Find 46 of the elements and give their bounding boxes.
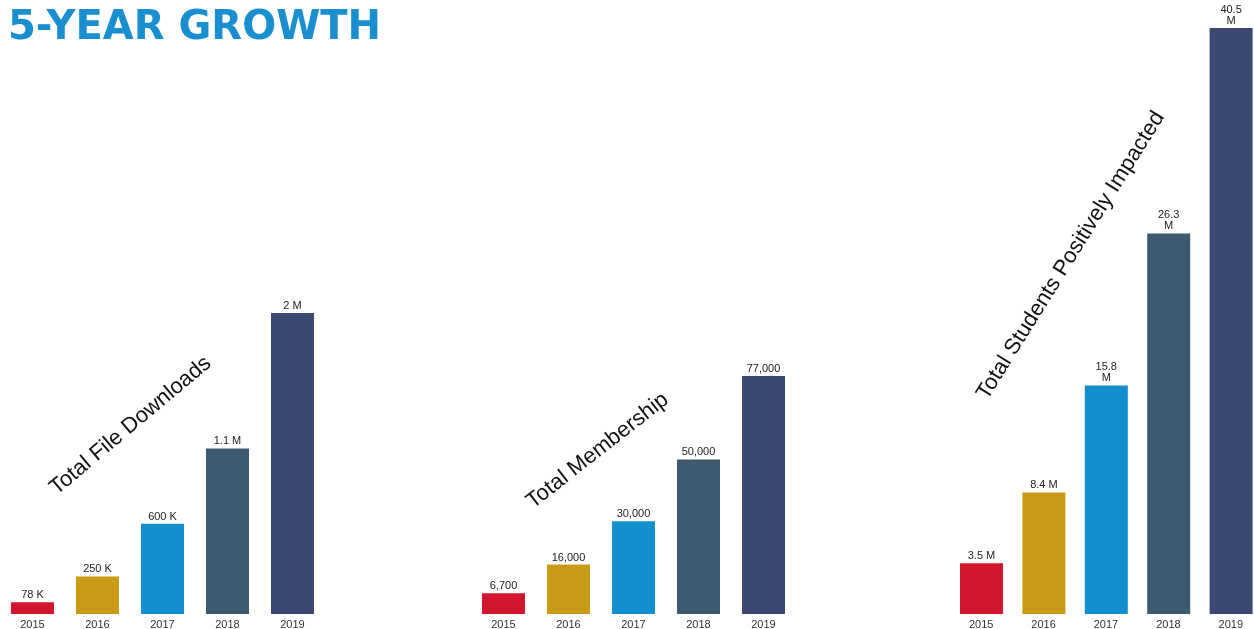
- bar: [141, 523, 184, 614]
- bar: [677, 459, 720, 614]
- bar: [1022, 492, 1066, 614]
- bar: [76, 576, 119, 614]
- x-tick-label: 2017: [150, 617, 175, 629]
- bar: [482, 593, 525, 614]
- bar: [742, 376, 785, 614]
- data-label: 3.5 M: [967, 549, 996, 562]
- x-tick-label: 2019: [751, 617, 776, 629]
- bar: [271, 313, 314, 614]
- x-tick-label: 2015: [968, 617, 994, 629]
- bar: [612, 521, 655, 614]
- data-label: 600 K: [148, 509, 178, 522]
- x-tick-label: 2018: [686, 617, 711, 629]
- data-label: 78 K: [21, 588, 45, 601]
- data-label: 26.3 M: [1157, 208, 1180, 232]
- bar: [1147, 233, 1191, 614]
- x-tick-label: 2016: [556, 617, 581, 629]
- data-label: 8.4 M: [1030, 478, 1058, 491]
- data-label: 1.1 M: [213, 434, 242, 447]
- x-tick-label: 2019: [280, 617, 305, 629]
- x-tick-label: 2015: [491, 617, 516, 629]
- x-tick-label: 2018: [1156, 617, 1181, 629]
- data-label: 2 M: [283, 299, 302, 311]
- data-label: 40.5 M: [1220, 3, 1242, 26]
- data-label: 16,000: [551, 550, 586, 563]
- data-label: 50,000: [681, 445, 716, 458]
- data-label: 30,000: [616, 507, 651, 520]
- x-tick-label: 2016: [85, 617, 110, 629]
- x-tick-label: 2019: [1218, 617, 1244, 629]
- data-label: 77,000: [746, 362, 781, 374]
- bar: [11, 602, 54, 614]
- data-label: 250 K: [83, 562, 113, 575]
- x-tick-label: 2018: [215, 617, 240, 629]
- x-tick-label: 2015: [20, 617, 45, 629]
- bar: [1209, 28, 1253, 614]
- text: 5-YEAR GROWTH: [7, 1, 383, 50]
- bar: [960, 563, 1003, 614]
- data-label: 15.8 M: [1095, 360, 1118, 384]
- x-tick-label: 2016: [1031, 617, 1056, 629]
- x-tick-label: 2017: [621, 617, 646, 629]
- bar: [206, 448, 249, 614]
- x-tick-label: 2017: [1093, 617, 1119, 629]
- bar: [547, 564, 590, 614]
- data-label: 6,700: [489, 579, 518, 592]
- bar: [1084, 385, 1128, 614]
